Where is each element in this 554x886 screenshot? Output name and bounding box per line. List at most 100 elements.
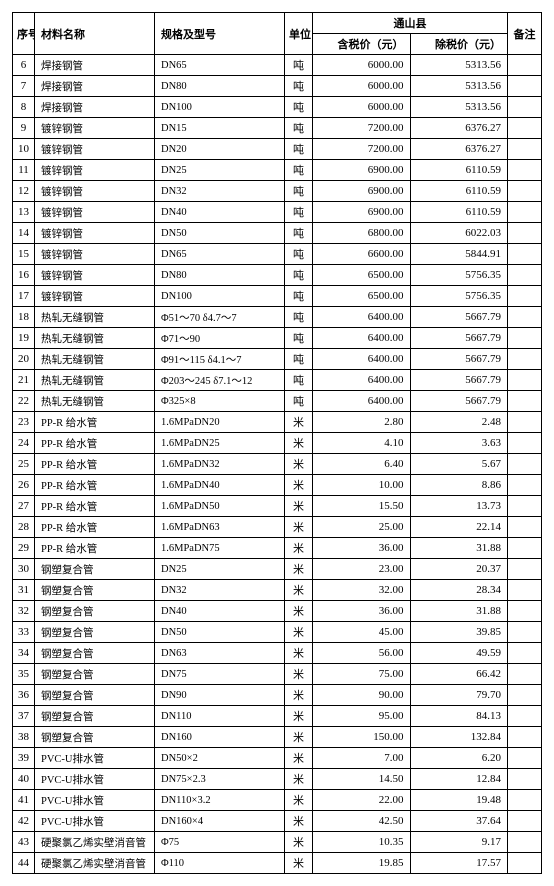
cell-price-incl: 6500.00	[313, 265, 411, 286]
cell-index: 30	[13, 559, 35, 580]
cell-spec: 1.6MPaDN25	[155, 433, 285, 454]
cell-name: PVC-U排水管	[35, 769, 155, 790]
cell-price-incl: 90.00	[313, 685, 411, 706]
cell-price-incl: 4.10	[313, 433, 411, 454]
cell-price-incl: 6400.00	[313, 391, 411, 412]
table-row: 27PP-R 给水管1.6MPaDN50米15.5013.73	[13, 496, 542, 517]
cell-spec: Φ71～90	[155, 328, 285, 349]
cell-unit: 米	[285, 811, 313, 832]
cell-note	[508, 307, 542, 328]
cell-name: 镀锌钢管	[35, 286, 155, 307]
cell-price-excl: 84.13	[410, 706, 508, 727]
cell-note	[508, 643, 542, 664]
cell-name: PVC-U排水管	[35, 748, 155, 769]
cell-spec: DN110	[155, 706, 285, 727]
cell-spec: DN65	[155, 244, 285, 265]
cell-note	[508, 223, 542, 244]
cell-price-incl: 6000.00	[313, 76, 411, 97]
cell-price-excl: 22.14	[410, 517, 508, 538]
cell-note	[508, 55, 542, 76]
cell-spec: Φ51～70 δ4.7～7	[155, 307, 285, 328]
cell-index: 8	[13, 97, 35, 118]
cell-note	[508, 622, 542, 643]
cell-price-incl: 6900.00	[313, 202, 411, 223]
cell-price-incl: 32.00	[313, 580, 411, 601]
cell-price-excl: 5667.79	[410, 370, 508, 391]
cell-name: 镀锌钢管	[35, 118, 155, 139]
cell-name: 焊接钢管	[35, 55, 155, 76]
cell-spec: Φ91～115 δ4.1～7	[155, 349, 285, 370]
cell-unit: 米	[285, 559, 313, 580]
cell-spec: 1.6MPaDN40	[155, 475, 285, 496]
cell-index: 33	[13, 622, 35, 643]
cell-name: 钢塑复合管	[35, 559, 155, 580]
cell-index: 28	[13, 517, 35, 538]
table-row: 15镀锌钢管DN65吨6600.005844.91	[13, 244, 542, 265]
cell-note	[508, 475, 542, 496]
cell-name: 热轧无缝钢管	[35, 349, 155, 370]
cell-index: 11	[13, 160, 35, 181]
cell-price-excl: 5756.35	[410, 286, 508, 307]
cell-unit: 米	[285, 664, 313, 685]
cell-unit: 吨	[285, 223, 313, 244]
table-row: 33钢塑复合管DN50米45.0039.85	[13, 622, 542, 643]
cell-index: 43	[13, 832, 35, 853]
cell-index: 41	[13, 790, 35, 811]
cell-note	[508, 244, 542, 265]
cell-price-excl: 6376.27	[410, 139, 508, 160]
cell-name: 钢塑复合管	[35, 601, 155, 622]
cell-name: 钢塑复合管	[35, 622, 155, 643]
cell-price-incl: 56.00	[313, 643, 411, 664]
table-row: 32钢塑复合管DN40米36.0031.88	[13, 601, 542, 622]
cell-index: 25	[13, 454, 35, 475]
cell-price-incl: 36.00	[313, 538, 411, 559]
table-row: 36钢塑复合管DN90米90.0079.70	[13, 685, 542, 706]
cell-note	[508, 769, 542, 790]
table-row: 22热轧无缝钢管Φ325×8吨6400.005667.79	[13, 391, 542, 412]
cell-price-excl: 20.37	[410, 559, 508, 580]
cell-spec: DN90	[155, 685, 285, 706]
cell-price-incl: 75.00	[313, 664, 411, 685]
cell-name: PP-R 给水管	[35, 517, 155, 538]
cell-price-excl: 5313.56	[410, 97, 508, 118]
cell-index: 18	[13, 307, 35, 328]
table-row: 44硬聚氯乙烯实壁消音管Φ110米19.8517.57	[13, 853, 542, 874]
cell-price-excl: 5756.35	[410, 265, 508, 286]
cell-spec: DN100	[155, 286, 285, 307]
cell-unit: 米	[285, 496, 313, 517]
cell-note	[508, 265, 542, 286]
cell-spec: DN65	[155, 55, 285, 76]
cell-name: 镀锌钢管	[35, 202, 155, 223]
cell-price-excl: 37.64	[410, 811, 508, 832]
table-row: 16镀锌钢管DN80吨6500.005756.35	[13, 265, 542, 286]
table-row: 7焊接钢管DN80吨6000.005313.56	[13, 76, 542, 97]
cell-price-incl: 6400.00	[313, 307, 411, 328]
cell-index: 37	[13, 706, 35, 727]
cell-index: 32	[13, 601, 35, 622]
cell-unit: 米	[285, 475, 313, 496]
cell-name: 钢塑复合管	[35, 664, 155, 685]
cell-index: 36	[13, 685, 35, 706]
cell-price-incl: 6800.00	[313, 223, 411, 244]
cell-name: 钢塑复合管	[35, 706, 155, 727]
cell-note	[508, 706, 542, 727]
table-row: 39PVC-U排水管DN50×2米7.006.20	[13, 748, 542, 769]
cell-note	[508, 286, 542, 307]
cell-index: 10	[13, 139, 35, 160]
cell-name: 镀锌钢管	[35, 244, 155, 265]
cell-unit: 吨	[285, 55, 313, 76]
table-body: 6焊接钢管DN65吨6000.005313.567焊接钢管DN80吨6000.0…	[13, 55, 542, 874]
cell-spec: 1.6MPaDN63	[155, 517, 285, 538]
cell-price-incl: 15.50	[313, 496, 411, 517]
table-row: 6焊接钢管DN65吨6000.005313.56	[13, 55, 542, 76]
cell-note	[508, 601, 542, 622]
cell-note	[508, 76, 542, 97]
table-row: 24PP-R 给水管1.6MPaDN25米4.103.63	[13, 433, 542, 454]
cell-note	[508, 139, 542, 160]
materials-price-table: 序号 材料名称 规格及型号 单位 通山县 备注 含税价（元） 除税价（元） 6焊…	[12, 12, 542, 874]
cell-name: 热轧无缝钢管	[35, 307, 155, 328]
cell-note	[508, 538, 542, 559]
cell-price-excl: 31.88	[410, 601, 508, 622]
cell-name: 钢塑复合管	[35, 643, 155, 664]
cell-name: 镀锌钢管	[35, 181, 155, 202]
